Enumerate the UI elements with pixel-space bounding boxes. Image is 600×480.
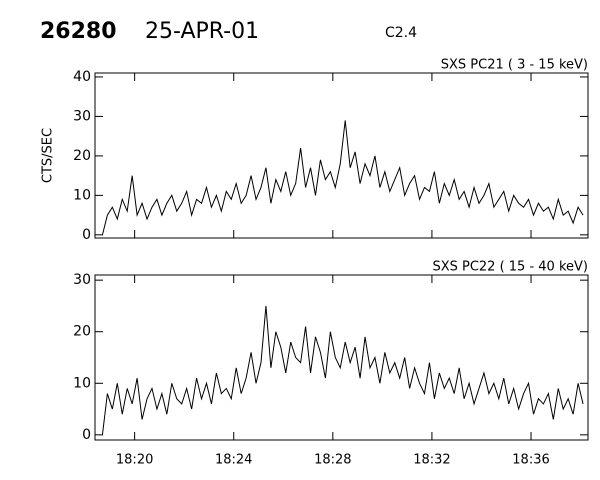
y-tick-label: 10 [73,375,91,391]
y-axis-label: CTS/SEC [41,128,56,183]
x-tick-label: 18:36 [512,453,549,468]
x-tick-label: 18:20 [116,453,153,468]
y-tick-label: 20 [73,148,91,164]
x-tick-label: 18:32 [413,453,450,468]
plot-frame [94,274,589,441]
y-tick-label: 40 [73,69,91,85]
y-tick-label: 10 [73,187,91,203]
event-id: 26280 [40,19,117,44]
panel-label: SXS PC22 ( 15 - 40 keV) [432,260,588,275]
panel-label: SXS PC21 ( 3 - 15 keV) [441,58,588,73]
data-line [101,305,584,435]
y-tick-label: 0 [82,227,91,243]
y-tick-label: 20 [73,324,91,340]
x-tick-label: 18:24 [215,453,252,468]
x-tick-label: 18:28 [314,453,351,468]
y-tick-label: 30 [73,272,91,288]
event-date: 25-APR-01 [145,19,259,44]
y-tick-label: 30 [73,108,91,124]
y-tick-label: 0 [82,427,91,443]
flare-class: C2.4 [385,25,417,41]
data-line [101,120,584,235]
